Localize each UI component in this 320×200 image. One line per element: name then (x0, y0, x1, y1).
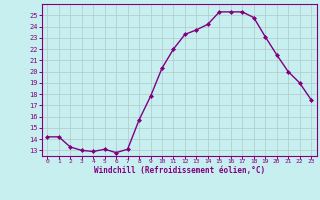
X-axis label: Windchill (Refroidissement éolien,°C): Windchill (Refroidissement éolien,°C) (94, 166, 265, 175)
